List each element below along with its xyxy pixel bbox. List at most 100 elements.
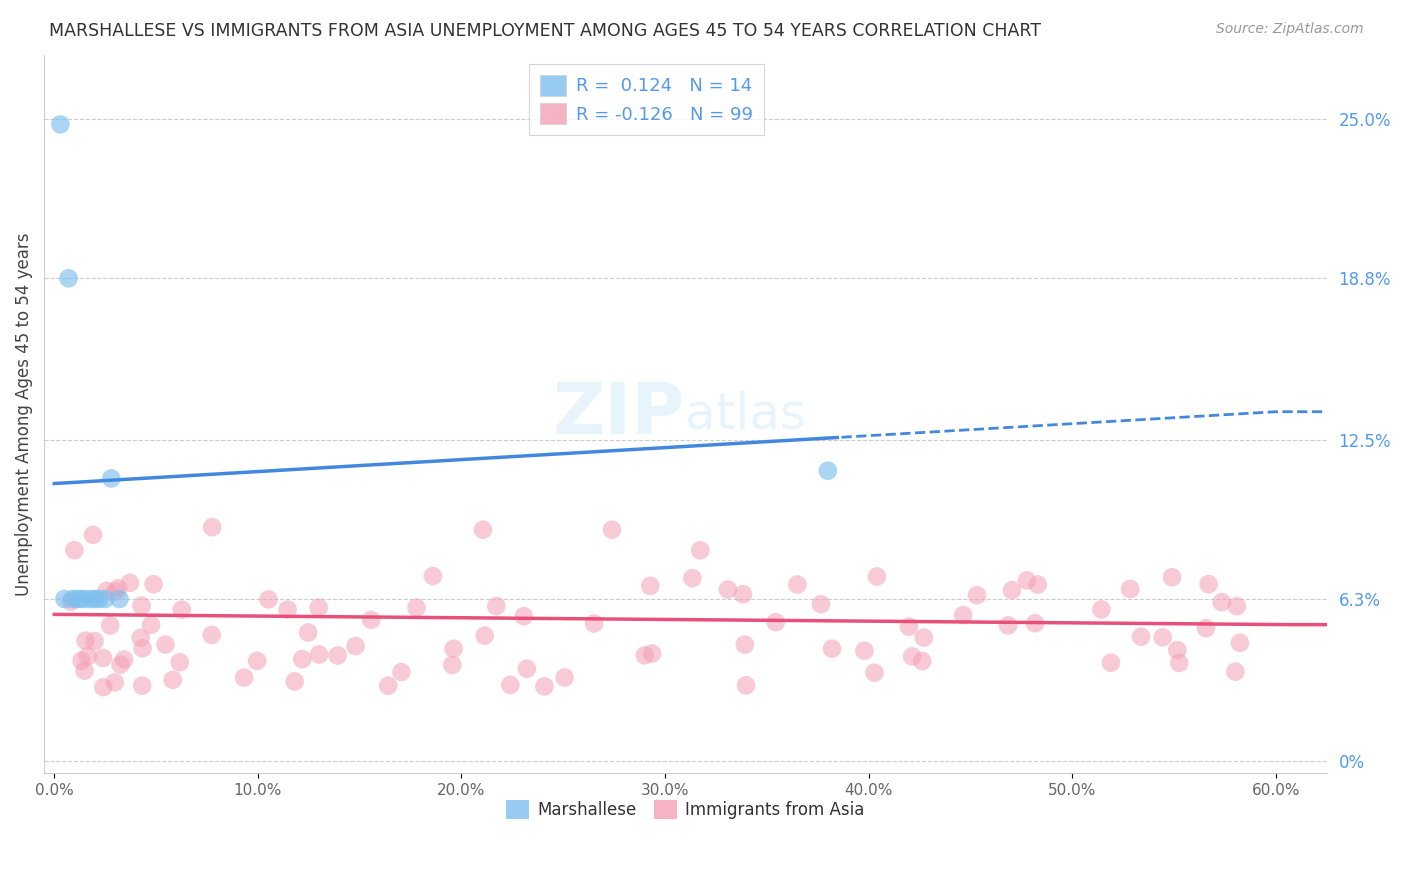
Point (277, 602, 299, 616)
Point (997, 618, 1019, 632)
Point (810, 597, 832, 611)
Point (297, 625, 319, 640)
Point (91, 680, 114, 694)
Point (474, 629, 496, 643)
Point (681, 571, 703, 585)
Point (405, 600, 427, 615)
Point (821, 641, 844, 656)
Point (1226, 599, 1249, 614)
Point (443, 641, 465, 656)
Point (49, 117, 72, 131)
Point (1225, 665, 1247, 679)
Point (96, 583, 118, 598)
Point (131, 641, 153, 656)
Point (1001, 583, 1024, 598)
Point (63, 543, 86, 558)
Point (866, 569, 889, 583)
Point (1161, 570, 1184, 584)
Point (344, 639, 367, 653)
Point (76, 649, 98, 664)
Point (1015, 574, 1038, 588)
Point (131, 599, 153, 613)
Point (634, 648, 657, 663)
Point (73, 664, 96, 678)
Point (516, 662, 538, 676)
Point (422, 569, 444, 583)
Text: atlas: atlas (685, 391, 807, 438)
Point (308, 600, 330, 615)
Point (104, 675, 127, 690)
Point (233, 671, 256, 685)
Point (391, 665, 413, 679)
Point (104, 584, 127, 599)
Point (952, 607, 974, 622)
Point (1026, 577, 1049, 591)
Point (912, 631, 935, 645)
Point (717, 582, 740, 597)
Point (641, 647, 664, 661)
Point (897, 620, 920, 634)
Point (1119, 582, 1142, 596)
Point (107, 581, 129, 595)
Point (911, 654, 934, 668)
Point (201, 520, 224, 534)
Point (169, 655, 191, 669)
Point (284, 674, 307, 689)
Point (82, 528, 104, 542)
Point (112, 652, 135, 666)
Point (94, 592, 117, 607)
Point (59, 595, 82, 609)
Point (360, 613, 382, 627)
Point (513, 609, 536, 624)
Point (62, 592, 84, 607)
Point (638, 579, 661, 593)
Point (155, 638, 177, 652)
Point (201, 628, 224, 642)
Point (1166, 643, 1188, 657)
Point (853, 643, 876, 657)
Point (142, 577, 165, 591)
Text: Source: ZipAtlas.com: Source: ZipAtlas.com (1216, 22, 1364, 37)
Point (786, 577, 808, 591)
Text: MARSHALLESE VS IMMIGRANTS FROM ASIA UNEMPLOYMENT AMONG AGES 45 TO 54 YEARS CORRE: MARSHALLESE VS IMMIGRANTS FROM ASIA UNEM… (49, 22, 1042, 40)
Point (291, 652, 314, 666)
Point (1168, 656, 1191, 670)
Point (765, 615, 787, 629)
Point (817, 464, 839, 478)
Point (87, 592, 110, 607)
Point (91, 651, 114, 665)
Point (100, 471, 122, 485)
Legend: Marshallese, Immigrants from Asia: Marshallese, Immigrants from Asia (499, 794, 872, 826)
Point (600, 523, 623, 537)
Point (58, 271, 80, 285)
Point (98, 618, 121, 632)
Point (1152, 631, 1174, 645)
Point (1211, 595, 1233, 609)
Point (1195, 621, 1218, 635)
Point (966, 588, 988, 602)
Point (1024, 616, 1046, 631)
Point (1099, 656, 1122, 670)
Point (70, 654, 93, 668)
Point (83, 634, 105, 648)
Point (1198, 577, 1220, 591)
Point (110, 657, 132, 672)
Point (731, 587, 754, 601)
Point (1090, 602, 1112, 616)
Point (84, 592, 107, 607)
Point (441, 658, 464, 673)
Point (118, 575, 141, 590)
Point (583, 616, 606, 631)
Point (131, 679, 153, 693)
Point (246, 654, 269, 668)
Point (499, 678, 522, 692)
Text: ZIP: ZIP (553, 380, 685, 449)
Point (1229, 636, 1251, 650)
Point (735, 678, 758, 692)
Point (75, 633, 97, 648)
Y-axis label: Unemployment Among Ages 45 to 54 years: Unemployment Among Ages 45 to 54 years (15, 233, 32, 596)
Point (66, 592, 89, 607)
Point (80, 592, 103, 607)
Point (734, 638, 756, 652)
Point (141, 618, 163, 632)
